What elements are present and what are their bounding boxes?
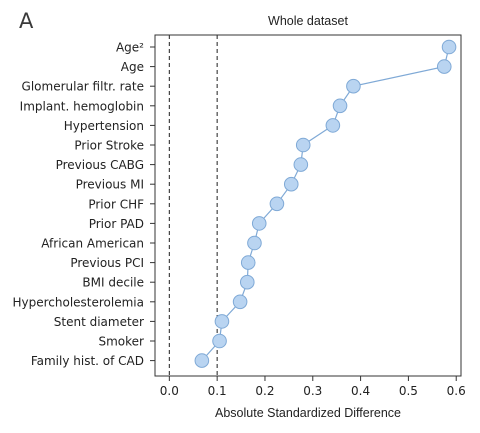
x-tick-label: 0.3 (303, 384, 322, 398)
data-point (346, 78, 361, 94)
category-label: Age (121, 60, 144, 74)
reference-lines (168, 35, 218, 376)
category-label: Previous PCI (70, 256, 144, 270)
x-tick-label: 0.5 (399, 384, 418, 398)
data-points (194, 39, 457, 368)
data-point (293, 157, 309, 172)
data-point (295, 137, 311, 153)
x-tick-label: 0.4 (351, 384, 370, 398)
series-line (201, 46, 450, 362)
x-axis: 0.0 0.1 0.2 0.3 0.4 0.5 0.6 (160, 376, 466, 398)
category-label: Hypertension (64, 119, 144, 133)
data-point (436, 59, 452, 74)
category-label: Prior CHF (88, 197, 144, 211)
category-label: Glomerular filtr. rate (22, 80, 144, 94)
category-label: Previous MI (76, 178, 144, 192)
category-label: BMI decile (82, 276, 144, 290)
panel-letter: A (19, 9, 34, 33)
category-label: Previous CABG (56, 158, 144, 172)
data-point (325, 118, 341, 133)
data-point (332, 98, 348, 114)
data-point (239, 274, 255, 290)
category-label: Stent diameter (54, 315, 144, 329)
y-axis-categories: Age² Age Glomerular filtr. rate Implant. he… (12, 41, 155, 368)
series-polyline (201, 46, 450, 362)
x-tick-label: 0.6 (447, 384, 466, 398)
data-point (240, 255, 256, 270)
x-tick-label: 0.0 (160, 384, 179, 398)
x-axis-label: Absolute Standardized Difference (215, 406, 401, 420)
data-point (283, 176, 299, 192)
category-label: Implant. hemoglobin (20, 99, 144, 113)
x-tick-label: 0.2 (255, 384, 274, 398)
data-point (212, 333, 227, 349)
data-point (214, 314, 230, 329)
category-label: Prior Stroke (74, 139, 144, 153)
x-tick-label: 0.1 (208, 384, 227, 398)
data-point (251, 216, 267, 231)
category-label: Hypercholesterolemia (12, 295, 144, 309)
chart-title: Whole dataset (268, 14, 348, 28)
category-label: Prior PAD (89, 217, 144, 231)
data-point (194, 353, 210, 368)
data-point (269, 196, 285, 212)
category-label: Family hist. of CAD (31, 354, 144, 368)
plot-frame (154, 34, 462, 377)
category-label: African American (41, 237, 144, 251)
data-point (232, 294, 248, 310)
data-point (441, 39, 457, 55)
category-label: Age² (116, 41, 144, 55)
category-label: Smoker (99, 335, 145, 349)
data-point (247, 235, 262, 251)
